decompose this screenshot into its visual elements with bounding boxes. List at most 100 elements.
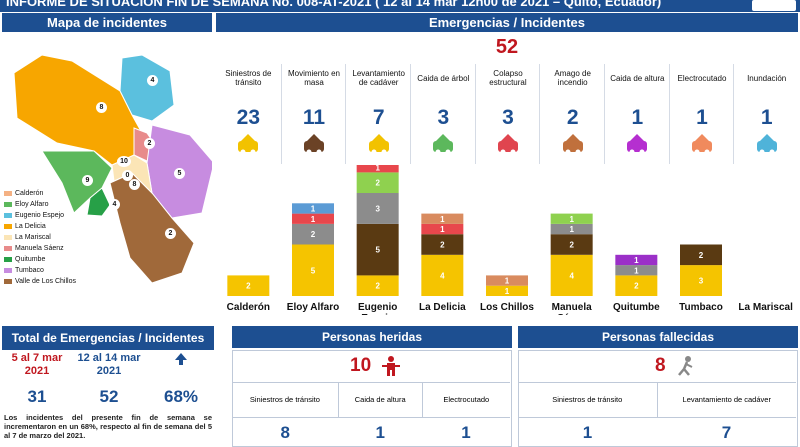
bar-segment-label: 2 (634, 282, 639, 291)
x-axis-label: La Mariscal (738, 302, 793, 313)
category-label: Levantamiento de cadáver (352, 69, 405, 87)
bar-segment-label: 1 (569, 215, 574, 224)
x-axis-label: Quitumbe (613, 302, 660, 313)
category-column: Levantamiento de cadáver 7 (345, 64, 411, 164)
bar-segment-label: 2 (569, 241, 574, 250)
report-title: INFORME DE SITUACIÓN FIN DE SEMANA No. 0… (6, 0, 662, 9)
heridas-value: 8 (280, 423, 291, 442)
incident-map: 4 8 2 5 9 2 4 10 0 8 Calderón Eloy Alfar… (2, 33, 215, 318)
bar-segment (356, 193, 399, 224)
prev-value: 31 (27, 387, 47, 406)
tree-house-icon (430, 132, 456, 156)
x-axis-label: Eloy Alfaro (287, 302, 339, 313)
bar-segment (292, 213, 334, 224)
map-count-north-east: 4 (147, 75, 158, 86)
legend-swatch (4, 245, 12, 251)
electrocuted-icon (689, 132, 715, 156)
map-count-south-small: 4 (109, 199, 120, 210)
fallecidas-title: Personas fallecidas (518, 326, 798, 348)
category-column: Inundación 1 (733, 64, 799, 164)
map-count-center-right: 2 (144, 138, 155, 149)
flood-icon (754, 132, 780, 156)
category-label: Caida de árbol (417, 73, 470, 83)
category-column: Colapso estructural 3 (474, 64, 541, 164)
legend-swatch (4, 256, 12, 262)
trend-cell (148, 352, 214, 382)
emergencias-total: 52 (495, 36, 519, 58)
injured-person-icon (382, 355, 401, 376)
heridas-col-header: Siniestros de tránsito (232, 383, 339, 417)
bar-segment (292, 223, 334, 245)
category-label: Colapso estructural (489, 69, 527, 87)
map-region-quitumbe (86, 187, 111, 217)
legend-item: Eloy Alfaro (4, 199, 76, 210)
legend-item: Manuela Sáenz (4, 243, 76, 254)
heridas-value: 1 (461, 423, 471, 442)
fall-ladder-icon (624, 132, 650, 156)
category-row: Siniestros de tránsito 2 3 Movimiento en ma… (216, 64, 798, 164)
bar-segment-label: 5 (375, 246, 380, 255)
bar-segment (615, 265, 658, 276)
map-count-center-b: 0 (122, 170, 133, 181)
bar-segment-label: 3 (699, 277, 704, 286)
landslide-icon (301, 132, 327, 156)
bar-segment-label: 1 (440, 225, 445, 234)
bar-segment (356, 162, 399, 173)
bar-segment-label: 2 (311, 230, 316, 239)
legend-item: La Mariscal (4, 232, 76, 243)
legend-swatch (4, 201, 12, 207)
category-label: Siniestros de tránsito (225, 69, 272, 87)
heridas-values: 8 1 1 (232, 420, 510, 445)
legend-item: Tumbaco (4, 265, 76, 276)
x-axis-label: Sáenz (557, 313, 586, 315)
divider (518, 382, 796, 383)
legend-swatch (4, 190, 12, 196)
bar-segment-label: 1 (634, 266, 639, 275)
bar-segment-label: 4 (569, 271, 574, 280)
heridas-title: Personas heridas (232, 326, 512, 348)
arrow-up-icon (175, 353, 187, 365)
category-label: Electrocutado (677, 73, 727, 83)
bar-segment (486, 285, 528, 296)
bar-segment (292, 244, 334, 296)
bar-segment (550, 213, 593, 224)
bar-segment (421, 234, 464, 255)
bar-segment (550, 234, 593, 255)
bar-segment-label: 2 (699, 251, 704, 260)
category-count: 3 (437, 106, 450, 129)
fallecidas-col-header: Siniestros de tránsito (518, 383, 658, 417)
category-label: Inundación (747, 73, 787, 83)
house-fire-icon (560, 132, 586, 156)
divider (232, 382, 510, 383)
deceased-person-icon (677, 355, 693, 376)
body-icon (366, 132, 392, 156)
bar-segment (615, 275, 658, 296)
category-count: 2 (566, 106, 579, 129)
x-axis-label: Tumbaco (679, 302, 723, 313)
bar-segment-label: 1 (569, 225, 574, 234)
category-column: Amago de incendio 2 (539, 64, 605, 164)
fallecidas-value: 7 (721, 423, 732, 442)
heridas-total: 10 (350, 352, 420, 380)
bar-segment-label: 1 (505, 277, 510, 286)
report-header: INFORME DE SITUACIÓN FIN DE SEMANA No. 0… (0, 0, 800, 12)
bar-segment-label: 2 (375, 282, 380, 291)
heridas-value: 1 (375, 423, 385, 442)
map-count-center-c: 8 (129, 179, 140, 190)
bar-segment (421, 254, 464, 296)
totals-note: Los incidentes del presente fin de seman… (4, 413, 212, 440)
x-axis-label: Espejo (361, 313, 394, 315)
legend-swatch (4, 223, 12, 229)
heridas-col-header: Caida de altura (339, 383, 423, 417)
bar-segment-label: 1 (634, 256, 639, 265)
category-column: Movimiento en masa 11 (280, 64, 347, 164)
map-legend: Calderón Eloy Alfaro Eugenio Espejo La D… (4, 188, 76, 287)
x-axis-label: Eugenio (358, 302, 397, 313)
logo (752, 0, 796, 11)
category-column: Electrocutado 1 (668, 64, 735, 164)
bar-segment (680, 244, 722, 266)
category-count: 11 (302, 106, 326, 129)
bar-segment (550, 223, 593, 235)
x-axis-label: Manuela (552, 302, 592, 313)
